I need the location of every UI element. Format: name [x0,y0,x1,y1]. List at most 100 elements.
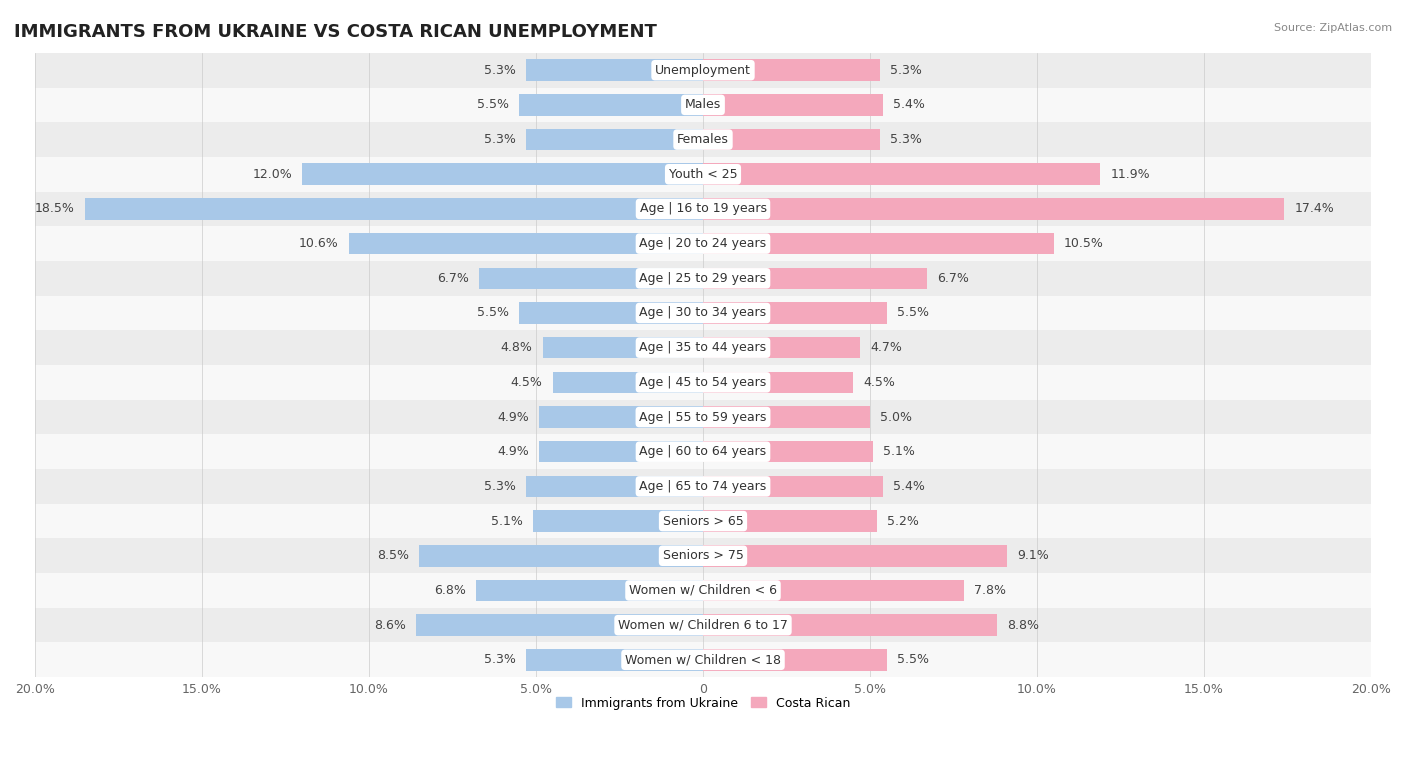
Text: 5.1%: 5.1% [491,515,523,528]
Bar [703,615,997,636]
Bar [540,441,703,463]
Text: 5.3%: 5.3% [484,480,516,493]
Text: 6.7%: 6.7% [437,272,470,285]
Text: Age | 60 to 64 years: Age | 60 to 64 years [640,445,766,458]
Bar [519,302,703,324]
Text: 5.2%: 5.2% [887,515,918,528]
Text: Females: Females [678,133,728,146]
Text: 5.5%: 5.5% [477,307,509,319]
Bar [543,337,703,358]
Text: 18.5%: 18.5% [35,202,75,216]
Text: 8.5%: 8.5% [377,550,409,562]
Bar [703,60,880,81]
Bar [703,302,887,324]
Bar [35,365,1371,400]
Text: 7.8%: 7.8% [973,584,1005,597]
Bar [526,649,703,671]
Bar [519,94,703,116]
Text: Unemployment: Unemployment [655,64,751,76]
Bar [526,475,703,497]
Bar [703,475,883,497]
Bar [35,261,1371,296]
Bar [526,129,703,151]
Text: 5.3%: 5.3% [890,133,922,146]
Bar [703,580,963,601]
Text: 5.5%: 5.5% [897,653,929,666]
Bar [35,538,1371,573]
Text: Age | 65 to 74 years: Age | 65 to 74 years [640,480,766,493]
Text: 12.0%: 12.0% [253,168,292,181]
Bar [35,469,1371,503]
Bar [35,573,1371,608]
Bar [35,192,1371,226]
Text: 4.5%: 4.5% [510,376,543,389]
Text: Age | 45 to 54 years: Age | 45 to 54 years [640,376,766,389]
Text: Age | 55 to 59 years: Age | 55 to 59 years [640,410,766,423]
Bar [703,441,873,463]
Text: Source: ZipAtlas.com: Source: ZipAtlas.com [1274,23,1392,33]
Bar [703,649,887,671]
Text: Women w/ Children < 18: Women w/ Children < 18 [626,653,780,666]
Text: 10.6%: 10.6% [299,237,339,250]
Text: 4.7%: 4.7% [870,341,901,354]
Text: 5.3%: 5.3% [890,64,922,76]
Text: Women w/ Children 6 to 17: Women w/ Children 6 to 17 [619,618,787,631]
Legend: Immigrants from Ukraine, Costa Rican: Immigrants from Ukraine, Costa Rican [551,692,855,715]
Bar [703,94,883,116]
Text: 8.8%: 8.8% [1007,618,1039,631]
Text: Women w/ Children < 6: Women w/ Children < 6 [628,584,778,597]
Bar [35,400,1371,435]
Bar [35,88,1371,122]
Text: 17.4%: 17.4% [1295,202,1334,216]
Bar [475,580,703,601]
Text: 5.4%: 5.4% [893,480,925,493]
Text: 6.8%: 6.8% [434,584,465,597]
Text: IMMIGRANTS FROM UKRAINE VS COSTA RICAN UNEMPLOYMENT: IMMIGRANTS FROM UKRAINE VS COSTA RICAN U… [14,23,657,41]
Bar [35,53,1371,88]
Text: Age | 30 to 34 years: Age | 30 to 34 years [640,307,766,319]
Text: Age | 35 to 44 years: Age | 35 to 44 years [640,341,766,354]
Bar [479,267,703,289]
Bar [553,372,703,393]
Bar [302,164,703,185]
Text: 5.3%: 5.3% [484,133,516,146]
Text: 4.5%: 4.5% [863,376,896,389]
Bar [35,226,1371,261]
Text: 5.3%: 5.3% [484,653,516,666]
Bar [84,198,703,220]
Bar [703,164,1101,185]
Bar [35,608,1371,643]
Text: Seniors > 65: Seniors > 65 [662,515,744,528]
Text: 8.6%: 8.6% [374,618,406,631]
Bar [35,503,1371,538]
Bar [703,545,1007,566]
Text: 9.1%: 9.1% [1017,550,1049,562]
Bar [526,60,703,81]
Text: 4.9%: 4.9% [498,410,529,423]
Text: 4.8%: 4.8% [501,341,533,354]
Text: 5.5%: 5.5% [477,98,509,111]
Bar [416,615,703,636]
Text: Age | 20 to 24 years: Age | 20 to 24 years [640,237,766,250]
Text: Seniors > 75: Seniors > 75 [662,550,744,562]
Text: 5.5%: 5.5% [897,307,929,319]
Text: 5.3%: 5.3% [484,64,516,76]
Text: 4.9%: 4.9% [498,445,529,458]
Bar [703,407,870,428]
Bar [540,407,703,428]
Bar [703,510,877,532]
Bar [703,267,927,289]
Text: Age | 25 to 29 years: Age | 25 to 29 years [640,272,766,285]
Text: Age | 16 to 19 years: Age | 16 to 19 years [640,202,766,216]
Bar [703,129,880,151]
Bar [35,643,1371,678]
Text: 6.7%: 6.7% [936,272,969,285]
Bar [35,296,1371,330]
Bar [703,372,853,393]
Text: 5.0%: 5.0% [880,410,912,423]
Bar [703,198,1284,220]
Bar [35,122,1371,157]
Text: Youth < 25: Youth < 25 [669,168,737,181]
Text: 10.5%: 10.5% [1064,237,1104,250]
Bar [35,435,1371,469]
